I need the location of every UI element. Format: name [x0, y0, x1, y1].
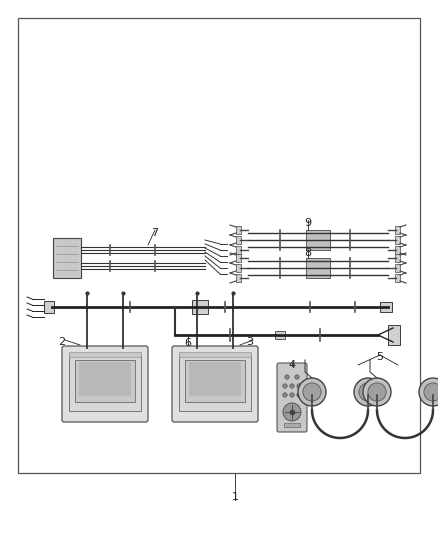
Bar	[380, 302, 392, 312]
Bar	[284, 423, 300, 427]
Bar	[79, 362, 131, 397]
Text: 8: 8	[304, 248, 311, 258]
Circle shape	[419, 378, 438, 406]
Circle shape	[354, 378, 382, 406]
Text: 1: 1	[232, 492, 239, 502]
Bar	[395, 236, 400, 244]
Circle shape	[283, 393, 287, 397]
Bar	[69, 352, 141, 357]
Bar	[189, 362, 241, 397]
Circle shape	[290, 393, 294, 397]
Text: 6: 6	[184, 338, 191, 348]
Circle shape	[295, 375, 299, 379]
Circle shape	[359, 383, 377, 401]
Bar	[306, 230, 330, 250]
Bar	[69, 354, 141, 411]
Text: 7: 7	[152, 228, 159, 238]
Circle shape	[297, 384, 301, 388]
Bar	[395, 264, 400, 272]
FancyBboxPatch shape	[172, 346, 258, 422]
Bar	[306, 258, 330, 278]
Bar	[395, 246, 400, 254]
Circle shape	[368, 383, 386, 401]
Bar	[53, 238, 81, 278]
Bar	[236, 274, 241, 282]
Text: 9: 9	[304, 218, 311, 228]
Circle shape	[285, 375, 289, 379]
Circle shape	[297, 393, 301, 397]
Bar	[18, 18, 420, 473]
Text: 3: 3	[247, 337, 254, 347]
Bar	[236, 254, 241, 262]
Bar	[179, 352, 251, 357]
Circle shape	[283, 403, 301, 421]
Bar	[395, 274, 400, 282]
Circle shape	[424, 383, 438, 401]
Text: 5: 5	[377, 352, 384, 362]
Circle shape	[290, 384, 294, 388]
Circle shape	[298, 378, 326, 406]
Bar	[185, 360, 244, 402]
Bar	[75, 360, 134, 402]
FancyBboxPatch shape	[277, 363, 307, 432]
Circle shape	[283, 384, 287, 388]
Circle shape	[363, 378, 391, 406]
Bar	[395, 226, 400, 234]
Circle shape	[303, 383, 321, 401]
Text: 4: 4	[289, 360, 296, 370]
Bar	[275, 331, 285, 339]
Bar	[236, 236, 241, 244]
Bar	[388, 325, 400, 345]
Bar	[236, 264, 241, 272]
Text: 2: 2	[58, 337, 66, 347]
Bar	[44, 301, 54, 313]
Bar	[179, 354, 251, 411]
FancyBboxPatch shape	[62, 346, 148, 422]
Bar	[236, 246, 241, 254]
Bar	[395, 254, 400, 262]
Bar	[192, 300, 208, 314]
Bar	[236, 226, 241, 234]
